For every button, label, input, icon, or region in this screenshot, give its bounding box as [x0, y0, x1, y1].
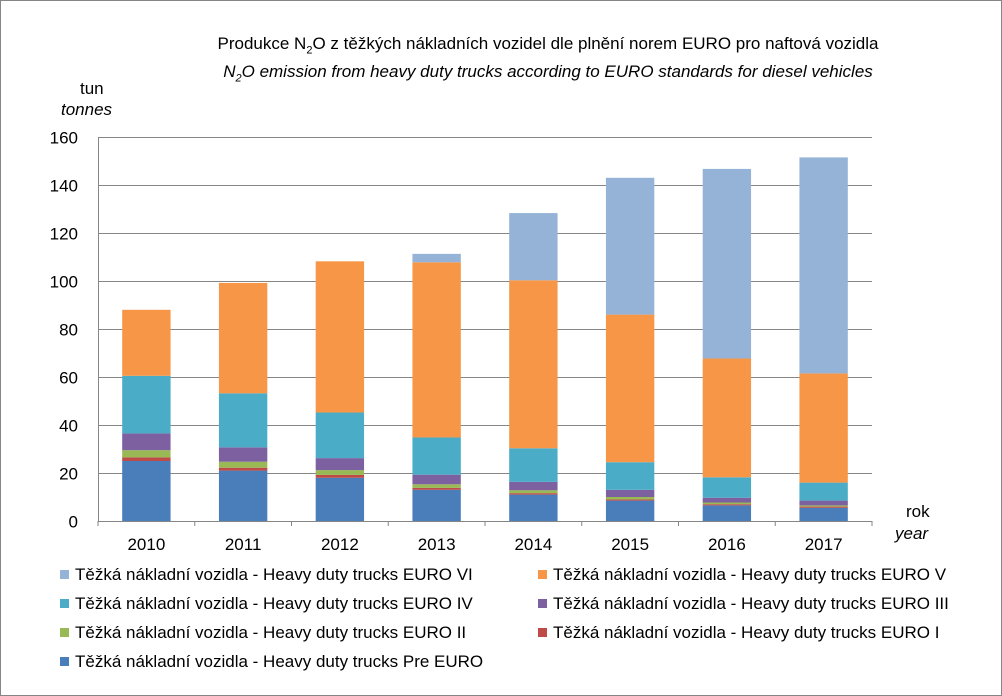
x-tick-label: 2015 — [611, 535, 649, 554]
y-tick-label: 140 — [50, 177, 78, 196]
bar-segment — [122, 461, 171, 521]
legend-item: Těžká nákladní vozidla - Heavy duty truc… — [60, 623, 466, 643]
bar-segment — [509, 280, 558, 449]
legend-swatch — [538, 570, 547, 579]
bar-segment — [122, 450, 171, 458]
x-tick-label: 2012 — [321, 535, 359, 554]
bar-segment — [509, 448, 558, 482]
legend-label: Těžká nákladní vozidla - Heavy duty truc… — [553, 594, 949, 613]
bar-segment — [315, 261, 365, 413]
legend-label: Těžká nákladní vozidla - Heavy duty truc… — [75, 623, 467, 642]
bar-segment — [315, 477, 365, 521]
bar-segment — [605, 462, 655, 490]
bar-segment — [509, 213, 558, 281]
bar-segment — [412, 437, 461, 475]
legend-item: Těžká nákladní vozidla - Heavy duty truc… — [60, 594, 473, 614]
bar-segment — [605, 177, 655, 315]
bar-segment — [218, 393, 268, 448]
bar-segment — [315, 470, 365, 475]
bar-segment — [799, 507, 848, 521]
y-tick-label: 80 — [59, 321, 78, 340]
bar-segment — [218, 447, 268, 462]
bar-segment — [218, 467, 268, 471]
y-axis-label-czech: tun — [80, 79, 104, 98]
bar-segment — [509, 481, 558, 491]
bar-segment — [122, 433, 171, 451]
legend-item: Těžká nákladní vozidla - Heavy duty truc… — [60, 652, 483, 672]
bar-segment — [702, 358, 752, 478]
bar-segment — [605, 489, 655, 497]
legend-label: Těžká nákladní vozidla - Heavy duty truc… — [553, 623, 940, 642]
y-tick-label: 0 — [69, 513, 78, 532]
bar-segment — [605, 314, 655, 463]
y-tick-label: 40 — [59, 417, 78, 436]
legend-label: Těžká nákladní vozidla - Heavy duty truc… — [75, 652, 484, 671]
x-tick-label: 2014 — [514, 535, 552, 554]
bar-segment — [412, 487, 461, 490]
y-tick-label: 120 — [50, 225, 78, 244]
legend-label: Těžká nákladní vozidla - Heavy duty truc… — [75, 594, 473, 613]
legend-swatch — [60, 628, 69, 637]
bar-segment — [799, 482, 848, 501]
bar-segment — [605, 499, 655, 501]
bar-segment — [702, 497, 752, 503]
y-axis-label-english: tonnes — [61, 100, 113, 119]
bar-segment — [605, 497, 655, 500]
x-axis-label-czech: rok — [906, 502, 930, 521]
x-tick-label: 2011 — [225, 535, 262, 554]
legend-item: Těžká nákladní vozidla - Heavy duty truc… — [60, 565, 473, 585]
bar-segment — [122, 457, 171, 461]
legend-swatch — [60, 599, 69, 608]
y-tick-label: 20 — [59, 465, 78, 484]
bar-segment — [412, 489, 461, 521]
bar-segment — [702, 502, 752, 505]
bar-segment — [412, 262, 461, 438]
legend-item: Těžká nákladní vozidla - Heavy duty truc… — [538, 594, 949, 614]
title-english: N2O emission from heavy duty trucks acco… — [223, 62, 873, 85]
legend-swatch — [60, 657, 69, 666]
y-tick-label: 160 — [50, 129, 78, 148]
bar-segment — [218, 461, 268, 468]
bar-segment — [702, 504, 752, 506]
legend-label: Těžká nákladní vozidla - Heavy duty truc… — [553, 565, 947, 584]
bar-segment — [799, 506, 848, 508]
x-tick-label: 2016 — [708, 535, 746, 554]
bar-segment — [122, 375, 171, 434]
title-czech: Produkce N2O z těžkých nákladních vozide… — [217, 34, 879, 57]
bar-segment — [509, 494, 558, 521]
y-tick-label: 100 — [50, 273, 78, 292]
bar-segment — [702, 477, 752, 498]
x-tick-label: 2017 — [805, 535, 843, 554]
bar-segment — [315, 474, 365, 478]
legend-item: Těžká nákladní vozidla - Heavy duty truc… — [538, 623, 939, 643]
bar-segment — [509, 490, 558, 494]
bar-segment — [412, 484, 461, 488]
chart-title: Produkce N2O z těžkých nákladních vozide… — [120, 33, 976, 90]
bar-segment — [218, 470, 268, 521]
bar-segment — [412, 253, 461, 263]
y-tick-label: 60 — [59, 369, 78, 388]
legend-swatch — [538, 628, 547, 637]
legend-item: Těžká nákladní vozidla - Heavy duty truc… — [538, 565, 946, 585]
bar-segment — [799, 505, 848, 507]
bar-segment — [702, 505, 752, 521]
bar-segment — [702, 168, 752, 359]
bar-segment — [799, 500, 848, 506]
legend-label: Těžká nákladní vozidla - Heavy duty truc… — [75, 565, 473, 584]
bar-segment — [412, 474, 461, 485]
bar-segment — [315, 412, 365, 459]
bar-segment — [122, 309, 171, 376]
bar-segment — [315, 458, 365, 471]
bar-segment — [605, 500, 655, 521]
legend-swatch — [60, 570, 69, 579]
legend-swatch — [538, 599, 547, 608]
x-axis-label-english: year — [895, 524, 929, 543]
bar-segment — [218, 282, 268, 394]
bar-segment — [799, 373, 848, 483]
x-tick-label: 2013 — [418, 535, 456, 554]
bar-segment — [799, 157, 848, 374]
x-tick-label: 2010 — [127, 535, 165, 554]
bar-segment — [509, 493, 558, 495]
